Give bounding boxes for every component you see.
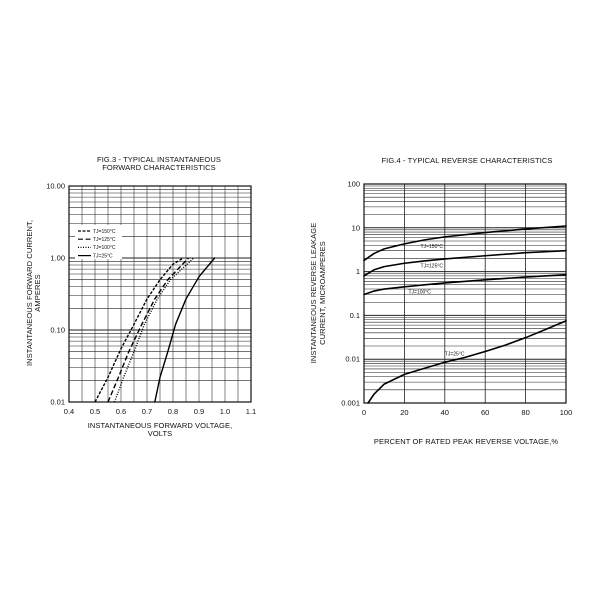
fig3-grid: [68, 185, 252, 403]
series-line-tj-150-c: [94, 257, 184, 403]
y-tick-label: 0.01: [50, 398, 65, 407]
fig3-tick-labels: 0.4 0.5 0.6 0.7 0.8 0.9 1.0 1.1 0.01 0.10 1.00 10.0…: [46, 182, 256, 417]
x-tick-label: 0.7: [142, 407, 152, 416]
fig4-grid: [363, 183, 567, 404]
x-tick-label: 100: [560, 408, 573, 417]
fig3-chart: FIG.3 - TYPICAL INSTANTANEOUS FORWARD CH…: [25, 155, 256, 438]
y-tick-label: 0.001: [341, 399, 360, 408]
x-tick-label: 0.6: [116, 407, 126, 416]
fig4-chart: FIG.4 - TYPICAL REVERSE CHARACTERISTICS …: [309, 156, 572, 446]
legend-label: TJ=25°C: [93, 253, 113, 259]
fig3-subtitle: FORWARD CHARACTERISTICS: [102, 163, 216, 172]
y-tick-label: 1: [356, 267, 360, 276]
series-line-tj-100-c: [363, 273, 567, 296]
x-tick-label: 1.0: [220, 407, 230, 416]
y-tick-label: 0.01: [345, 355, 360, 364]
fig3-ylabel: INSTANTANEOUS FORWARD CURRENT,: [25, 220, 34, 366]
legend-label: TJ=125°C: [93, 237, 116, 243]
fig3-xlabel-line2: VOLTS: [148, 429, 173, 438]
x-tick-label: 80: [521, 408, 529, 417]
plot-frame: [363, 183, 567, 404]
fig4-curve-labels: TJ=150°C TJ=125°C TJ=100°C TJ=25°C: [408, 244, 464, 358]
series-line-tj-150-c: [363, 225, 567, 262]
fig3-xlabel: INSTANTANEOUS FORWARD VOLTAGE,: [88, 421, 233, 430]
x-tick-label: 1.1: [246, 407, 256, 416]
series-line-tj-125-c: [363, 249, 567, 277]
series-line-tj-25-c: [154, 257, 216, 403]
x-tick-label: 20: [400, 408, 408, 417]
series-line-tj-25-c: [367, 320, 567, 404]
curve-label: TJ=25°C: [445, 352, 465, 358]
fig4-ylabel: INSTANTANEOUS REVERSE LEAKAGE: [309, 223, 318, 364]
fig4-title: FIG.4 - TYPICAL REVERSE CHARACTERISTICS: [381, 156, 552, 165]
series-line-tj-100-c: [113, 257, 195, 403]
legend-label: TJ=150°C: [93, 229, 116, 235]
curve-label: TJ=100°C: [408, 289, 431, 295]
fig4-xlabel: PERCENT OF RATED PEAK REVERSE VOLTAGE,%: [374, 437, 558, 446]
fig4-tick-labels: 0 20 40 60 80 100 0.001 0.01 0.1 1 10 100: [341, 180, 572, 418]
y-tick-label: 0.1: [350, 311, 360, 320]
fig3-ylabel-line2: AMPERES: [33, 274, 42, 311]
x-tick-label: 0.9: [194, 407, 204, 416]
x-tick-label: 40: [441, 408, 449, 417]
x-tick-label: 0.8: [168, 407, 178, 416]
x-tick-label: 0.5: [90, 407, 100, 416]
legend-label: TJ=100°C: [93, 245, 116, 251]
x-tick-label: 0: [362, 408, 366, 417]
x-tick-label: 60: [481, 408, 489, 417]
y-tick-label: 1.00: [50, 254, 65, 263]
x-tick-label: 0.4: [64, 407, 74, 416]
fig3-title: FIG.3 - TYPICAL INSTANTANEOUS: [97, 155, 221, 164]
y-tick-label: 10: [352, 223, 360, 232]
y-tick-label: 10.00: [46, 182, 65, 191]
plot-frame: [68, 185, 252, 403]
curve-label: TJ=150°C: [421, 244, 444, 250]
fig4-ylabel-line2: CURRENT, MICROAMPERES: [318, 241, 327, 345]
curve-label: TJ=125°C: [421, 263, 444, 269]
series-line-tj-125-c: [107, 257, 190, 403]
fig3-series-group: [94, 257, 216, 403]
fig4-series-group: [363, 225, 567, 404]
y-tick-label: 0.10: [50, 326, 65, 335]
y-tick-label: 100: [347, 180, 360, 189]
fig3-legend: TJ=150°C TJ=125°C TJ=100°C TJ=25°C: [75, 225, 122, 259]
